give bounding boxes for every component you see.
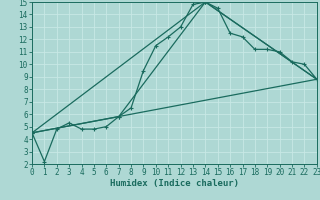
X-axis label: Humidex (Indice chaleur): Humidex (Indice chaleur)	[110, 179, 239, 188]
